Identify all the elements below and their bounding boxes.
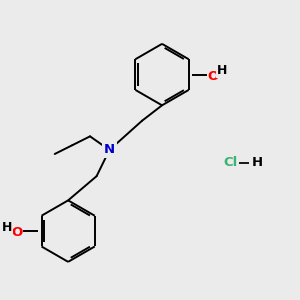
Text: N: N (104, 143, 115, 157)
Text: Cl: Cl (223, 156, 238, 169)
Text: O: O (208, 70, 219, 83)
Text: H: H (217, 64, 227, 77)
Text: H: H (2, 220, 12, 234)
Text: H: H (252, 156, 263, 169)
Text: O: O (11, 226, 22, 239)
